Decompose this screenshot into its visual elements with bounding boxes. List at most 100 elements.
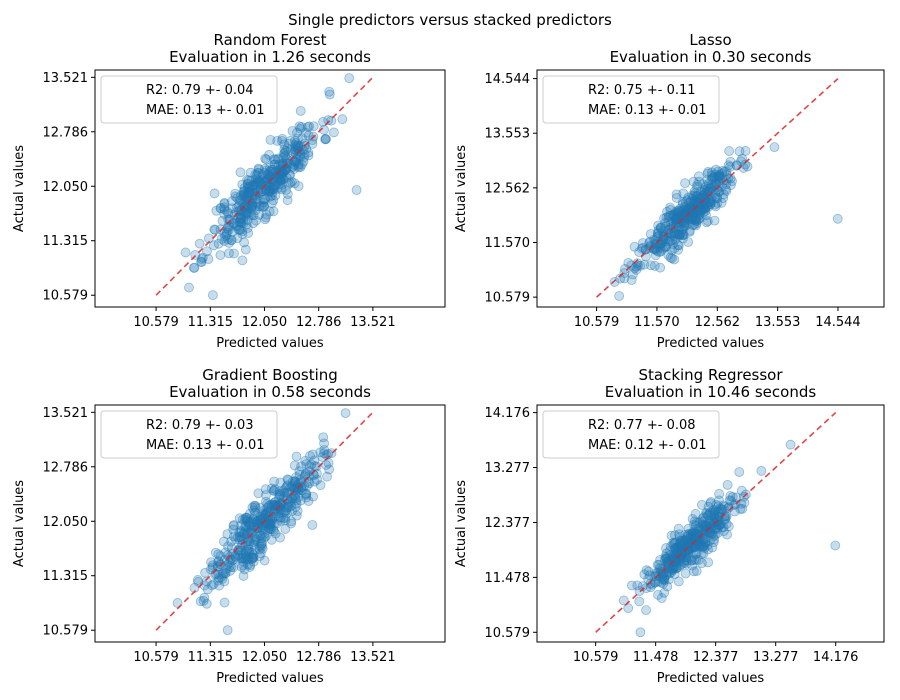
scatter-point (301, 459, 312, 469)
scatter-point (683, 528, 694, 539)
scatter-point (710, 193, 721, 203)
scatter-point (711, 499, 722, 510)
x-tick-label: 13.277 (753, 650, 799, 665)
scatter-point (653, 589, 663, 600)
scatter-point (671, 542, 682, 553)
scatter-point (295, 123, 306, 134)
scatter-point (243, 186, 254, 197)
scatter-point (677, 540, 688, 551)
scatter-point (252, 174, 263, 185)
scatter-point (686, 537, 697, 548)
scatter-point (287, 126, 298, 136)
scatter-point (708, 505, 719, 515)
scatter-point (268, 524, 279, 535)
scatter-point (281, 185, 291, 195)
scatter-point (309, 476, 320, 487)
scatter-point (226, 235, 237, 245)
scatter-point (693, 214, 704, 225)
scatter-point (686, 212, 697, 223)
scatter-point (688, 530, 699, 541)
scatter-point (707, 179, 717, 190)
scatter-point (688, 213, 699, 224)
scatter-point (301, 490, 312, 500)
scatter-point (269, 526, 279, 537)
scatter-series (180, 73, 362, 301)
scatter-point (717, 504, 727, 515)
scatter-point (286, 516, 297, 527)
scatter-point (675, 560, 686, 571)
scatter-point (217, 569, 228, 579)
scatter-point (684, 197, 694, 208)
scatter-point (242, 515, 253, 525)
scatter-point (297, 133, 308, 144)
scatter-point (257, 543, 268, 554)
scatter-point (672, 562, 683, 573)
scatter-point (243, 190, 254, 201)
scatter-point (785, 439, 796, 450)
plot-frame (536, 69, 885, 308)
scatter-point (270, 497, 281, 508)
scatter-point (318, 432, 329, 443)
scatter-point (678, 229, 688, 240)
scatter-point (255, 530, 266, 541)
scatter-point (284, 169, 295, 180)
scatter-point (704, 521, 715, 531)
scatter-point (632, 258, 643, 269)
scatter-point (312, 474, 323, 485)
scatter-point (315, 480, 326, 491)
scatter-point (271, 171, 282, 182)
scatter-point (226, 543, 237, 554)
scatter-point (344, 73, 355, 84)
scatter-point (215, 250, 226, 260)
scatter-point (680, 213, 691, 224)
scatter-point (715, 519, 726, 530)
scatter-point (673, 523, 684, 534)
scatter-point (695, 203, 706, 214)
scatter-point (657, 568, 668, 579)
scatter-point (705, 196, 716, 207)
scatter-point (231, 553, 242, 564)
scatter-point (227, 226, 238, 237)
scatter-point (300, 488, 311, 499)
scatter-point (281, 153, 292, 164)
x-tick-label: 11.315 (188, 315, 234, 330)
scatter-point (656, 577, 667, 588)
scatter-point (692, 523, 703, 534)
scatter-point (680, 534, 690, 545)
scatter-point (678, 216, 688, 227)
scatter-point (639, 259, 650, 270)
scatter-point (660, 551, 671, 562)
scatter-point (233, 201, 244, 211)
subplot-subtitle: Evaluation in 0.30 seconds (610, 48, 812, 66)
scatter-point (262, 168, 273, 179)
scatter-point (287, 155, 298, 165)
scatter-point (665, 252, 676, 263)
scatter-point (264, 500, 274, 511)
scatter-point (323, 115, 334, 126)
scatter-point (195, 596, 206, 607)
scatter-point (250, 500, 261, 511)
scatter-point (234, 217, 245, 228)
scatter-point (670, 556, 681, 567)
scatter-point (308, 469, 319, 480)
scatter-point (244, 562, 255, 572)
scatter-point (254, 209, 265, 220)
scatter-point (219, 228, 230, 239)
scatter-point (244, 188, 255, 199)
scatter-point (699, 188, 710, 199)
y-tick-label: 12.786 (43, 460, 89, 475)
scatter-point (256, 538, 267, 549)
scatter-point (228, 520, 239, 530)
scatter-point (244, 188, 254, 199)
scatter-point (704, 508, 715, 519)
scatter-point (265, 515, 276, 526)
scatter-point (689, 196, 700, 206)
scatter-point (235, 214, 246, 225)
scatter-point (248, 552, 259, 563)
scatter-point (224, 557, 235, 568)
scatter-point (233, 545, 243, 556)
y-tick-label: 14.544 (485, 72, 531, 87)
scatter-point (265, 185, 276, 196)
scatter-point (295, 162, 306, 172)
scatter-point (652, 559, 663, 570)
